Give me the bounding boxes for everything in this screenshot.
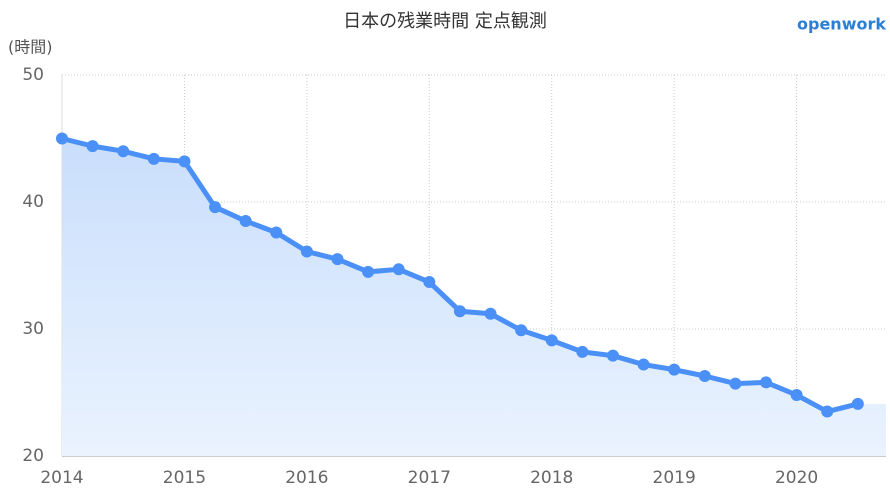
data-point <box>178 155 191 168</box>
data-point <box>637 358 650 371</box>
y-tick-label: 30 <box>22 319 44 339</box>
y-tick-label: 20 <box>22 446 44 466</box>
data-point <box>484 307 497 320</box>
x-tick-label: 2017 <box>408 468 451 488</box>
data-point <box>760 376 773 389</box>
data-point <box>606 349 619 362</box>
chart-title: 日本の残業時間 定点観測 <box>343 11 547 32</box>
data-point <box>239 215 252 228</box>
data-point <box>729 377 742 390</box>
area-fill <box>62 138 886 456</box>
data-point <box>362 265 375 278</box>
y-axis-label: (時間) <box>8 38 53 57</box>
x-tick-label: 2016 <box>285 468 328 488</box>
data-point <box>270 226 283 239</box>
brand-logo: openwork <box>797 15 886 34</box>
x-tick-label: 2019 <box>653 468 696 488</box>
data-point <box>790 389 803 402</box>
data-point <box>576 345 589 358</box>
x-tick-label: 2020 <box>775 468 818 488</box>
data-point <box>698 369 711 382</box>
data-point <box>117 145 130 158</box>
data-point <box>300 245 313 258</box>
x-tick-label: 2014 <box>40 468 83 488</box>
y-tick-label: 40 <box>22 192 44 212</box>
data-point <box>515 324 528 337</box>
data-point <box>545 334 558 347</box>
data-point <box>423 276 436 289</box>
data-point <box>56 132 68 145</box>
data-point <box>453 305 466 318</box>
data-point <box>668 363 681 376</box>
data-point <box>147 152 160 165</box>
data-point <box>209 201 222 214</box>
data-point <box>821 405 834 418</box>
y-tick-label: 50 <box>22 65 44 85</box>
x-tick-label: 2018 <box>530 468 573 488</box>
data-point <box>86 140 99 153</box>
data-point <box>392 263 405 276</box>
x-tick-label: 2015 <box>163 468 206 488</box>
data-point <box>851 397 864 410</box>
data-point <box>331 253 344 266</box>
